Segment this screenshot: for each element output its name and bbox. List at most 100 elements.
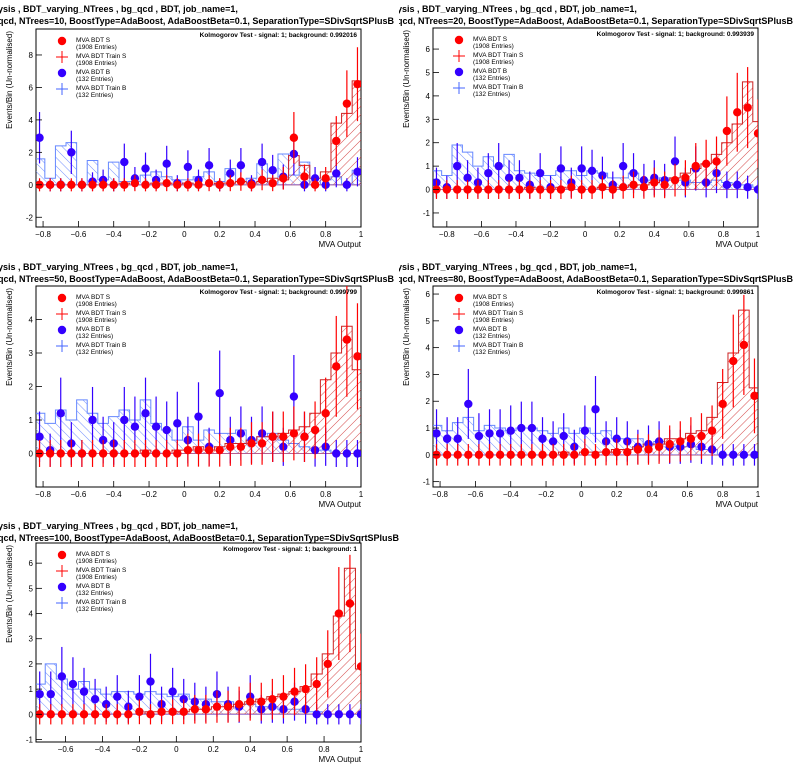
- y-tick-label: 1: [29, 416, 34, 425]
- y-tick-label: 2: [29, 383, 34, 392]
- background-point: [556, 164, 566, 173]
- y-tick-label: 5: [426, 317, 431, 326]
- background-point: [463, 173, 472, 183]
- legend-marker-dot: [57, 325, 67, 335]
- legend-marker-dot: [454, 293, 464, 303]
- y-tick-label: 0: [426, 451, 431, 460]
- y-tick-label: 2: [29, 148, 34, 157]
- background-point: [146, 677, 155, 686]
- background-point: [750, 450, 758, 460]
- x-tick-label: 0.8: [319, 745, 331, 754]
- signal-point: [79, 710, 89, 719]
- signal-point: [670, 175, 680, 185]
- plot-title-line-2: qcd, NTrees=10, BoostType=AdaBoost, AdaB…: [0, 16, 394, 26]
- signal-point: [743, 103, 752, 112]
- signal-point: [257, 697, 266, 706]
- y-tick-label: 2: [426, 397, 431, 406]
- chart-svg: ysis , BDT_varying_NTrees , bg_qcd , BDT…: [399, 4, 793, 249]
- background-point: [215, 389, 224, 398]
- background-point: [345, 710, 355, 719]
- x-tick-label: 0.2: [214, 230, 226, 239]
- signal-point: [173, 449, 182, 458]
- signal-point: [190, 705, 200, 714]
- train-signal-histogram: [36, 80, 361, 186]
- legend-item-label: MVA BDT S: [76, 37, 111, 44]
- signal-point: [691, 161, 700, 171]
- background-point: [612, 434, 621, 443]
- signal-point: [168, 707, 177, 716]
- legend-item-entries: (1908 Entries): [76, 317, 117, 324]
- background-point: [120, 415, 129, 425]
- legend-marker-dot: [57, 582, 67, 592]
- legend-item-label: MVA BDT Train S: [473, 52, 524, 59]
- plot-area: [433, 67, 758, 199]
- background-point: [442, 434, 452, 443]
- background-point: [515, 173, 524, 183]
- x-tick-label: 0.6: [282, 745, 294, 754]
- signal-point: [629, 180, 638, 190]
- signal-point: [729, 356, 738, 366]
- legend-item-entries: (1908 Entries): [473, 43, 514, 50]
- signal-point: [109, 180, 118, 190]
- legend-item-label: MVA BDT Train S: [473, 310, 524, 317]
- y-tick-label: 4: [426, 344, 431, 353]
- signal-point: [236, 442, 246, 451]
- chart-svg: ysis , BDT_varying_NTrees , bg_qcd , BDT…: [0, 521, 399, 764]
- signal-point: [212, 702, 222, 711]
- legend: MVA BDT S(1908 Entries)MVA BDT Train S(1…: [453, 35, 524, 98]
- x-tick-label: −0.4: [106, 490, 122, 499]
- legend-item-entries: (1908 Entries): [473, 317, 514, 324]
- chart-svg: ysis , BDT_varying_NTrees , bg_qcd , BDT…: [0, 4, 394, 249]
- signal-point: [45, 449, 55, 458]
- signal-point: [151, 449, 161, 458]
- plot-frame: [35, 28, 362, 228]
- x-tick-label: −0.6: [467, 490, 483, 499]
- signal-point: [215, 445, 224, 455]
- plot-title-line-2: qcd, NTrees=100, BoostType=AdaBoost, Ada…: [0, 533, 399, 543]
- legend-item-label: MVA BDT S: [76, 551, 111, 558]
- x-tick-label: 1: [359, 745, 364, 754]
- signal-point: [676, 437, 685, 446]
- legend-item-entries: (132 Entries): [76, 92, 113, 99]
- signal-point: [312, 679, 321, 689]
- background-point: [494, 161, 503, 171]
- background-point: [68, 679, 78, 689]
- x-tick-label: 1: [756, 230, 761, 239]
- signal-point: [353, 352, 361, 361]
- signal-point: [45, 180, 55, 190]
- signal-point: [504, 185, 514, 194]
- signal-point: [301, 684, 310, 694]
- background-point: [356, 710, 361, 719]
- legend-item-label: MVA BDT Train B: [76, 599, 126, 606]
- signal-point: [109, 449, 118, 458]
- signal-point: [321, 174, 330, 183]
- y-axis-label: Events/Bin (Un-normalised): [402, 288, 411, 386]
- background-point: [464, 399, 473, 409]
- legend-item-label: MVA BDT Train B: [473, 342, 523, 349]
- signal-point: [157, 707, 166, 716]
- background-point: [474, 431, 484, 441]
- x-axis-label: MVA Output: [318, 500, 361, 509]
- signal-point: [183, 445, 193, 455]
- signal-point: [660, 180, 669, 190]
- signal-point: [146, 710, 155, 719]
- y-tick-label: 5: [29, 584, 34, 593]
- legend-item-label: MVA BDT B: [473, 68, 507, 75]
- signal-point: [151, 180, 161, 190]
- background-point: [312, 710, 321, 719]
- signal-point: [701, 159, 711, 168]
- x-tick-label: 0.6: [682, 490, 694, 499]
- signal-point: [247, 180, 256, 190]
- legend-marker-dot: [57, 36, 67, 46]
- x-tick-label: 0.6: [285, 490, 297, 499]
- x-axis-label: MVA Output: [318, 240, 361, 249]
- signal-point: [183, 180, 193, 190]
- signal-point: [506, 450, 515, 460]
- background-point: [484, 168, 493, 178]
- signal-point: [686, 434, 696, 443]
- background-point: [559, 431, 568, 441]
- signal-point: [279, 174, 288, 183]
- signal-point: [722, 126, 732, 136]
- background-point: [79, 687, 89, 696]
- signal-point: [57, 710, 67, 719]
